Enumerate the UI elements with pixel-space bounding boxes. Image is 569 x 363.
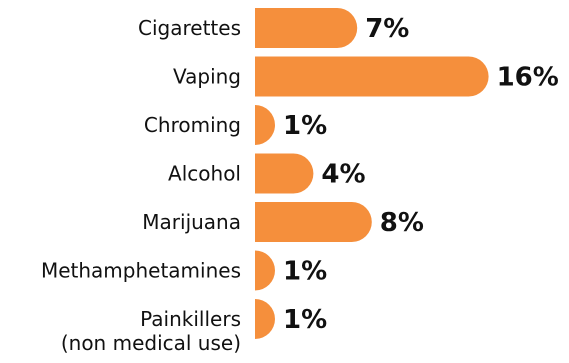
bar-2 [255, 105, 275, 145]
category-label-line: Marijuana [142, 210, 241, 234]
category-label: Chroming [144, 113, 241, 137]
bar-4 [255, 202, 372, 242]
category-label: Methamphetamines [41, 259, 241, 283]
category-label: Cigarettes [138, 16, 241, 40]
category-label-line: Chroming [144, 113, 241, 137]
bar-1 [255, 56, 489, 97]
category-label: Marijuana [142, 210, 241, 234]
value-label: 1% [283, 305, 327, 335]
bar-3 [255, 153, 314, 194]
bar-0 [255, 8, 358, 48]
value-label: 1% [283, 257, 327, 287]
category-label: Alcohol [168, 162, 241, 186]
value-label: 16% [497, 63, 559, 93]
bar-5 [255, 250, 275, 291]
category-label: Painkillers (non medical use) [61, 307, 241, 355]
category-label-line: Vaping [173, 65, 241, 89]
value-label: 7% [365, 14, 409, 44]
category-label-line: Cigarettes [138, 16, 241, 40]
category-label-line: Methamphetamines [41, 259, 241, 283]
category-label: Vaping [173, 65, 241, 89]
bars-layer: Cigarettes 7% Vaping 16% Chroming 1% Alcohol 4%… [41, 8, 559, 355]
category-label-line: Painkillers [140, 307, 241, 331]
value-label: 4% [321, 160, 365, 190]
value-label: 8% [380, 208, 424, 238]
bar-6 [255, 299, 275, 339]
category-label-line: Alcohol [168, 162, 241, 186]
category-label-line: (non medical use) [61, 331, 241, 355]
value-label: 1% [283, 111, 327, 141]
